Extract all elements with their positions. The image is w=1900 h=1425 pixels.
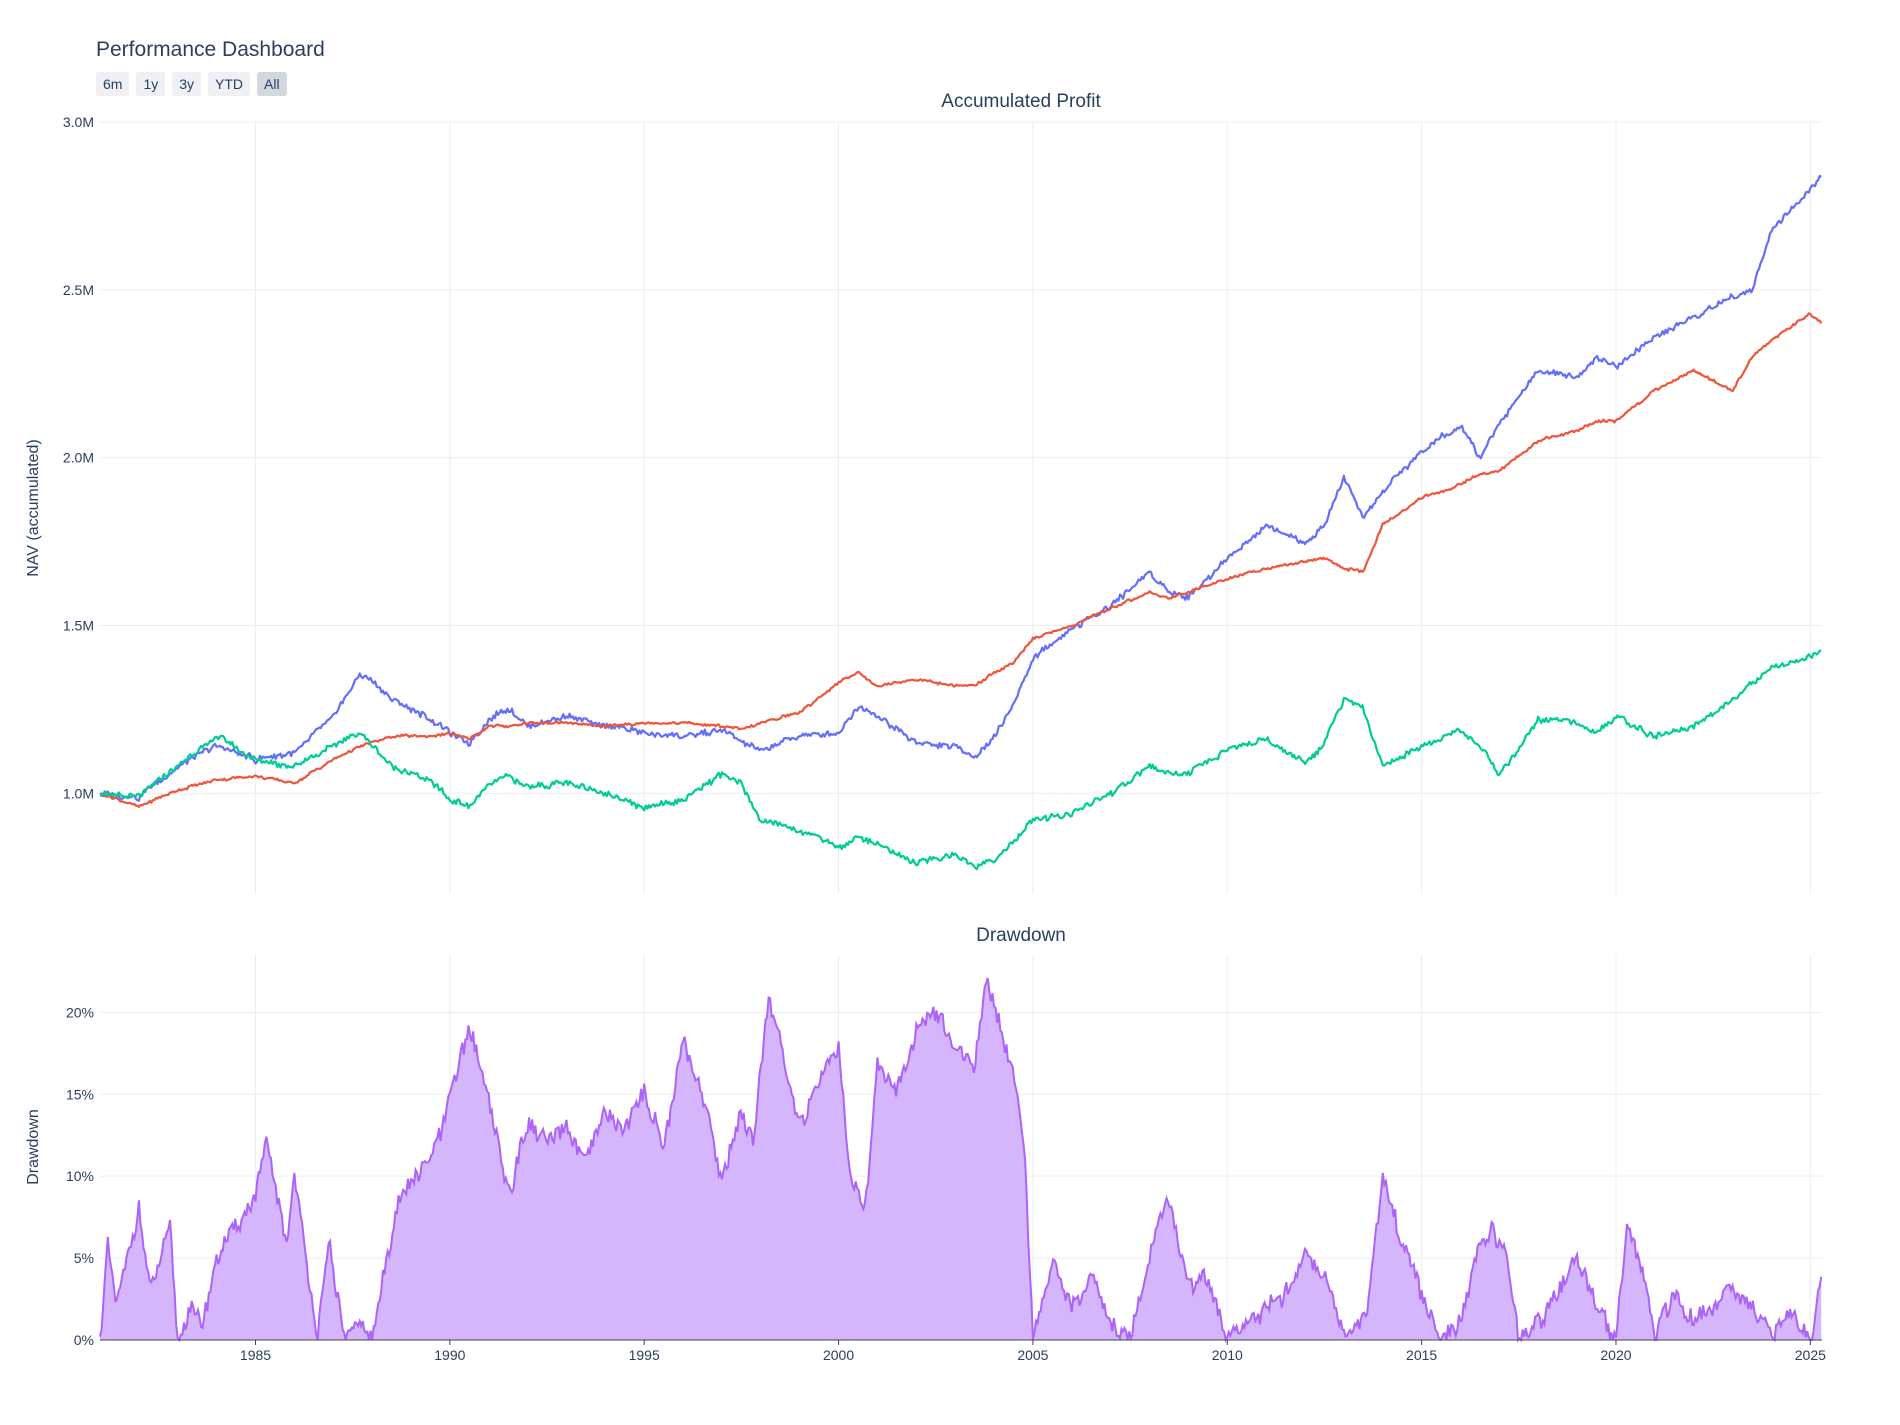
y-tick-label: 0% xyxy=(74,1332,94,1348)
y-tick-label: 2.5M xyxy=(63,282,94,298)
y-tick-label: 2.0M xyxy=(63,450,94,466)
x-tick-label: 2020 xyxy=(1600,1347,1631,1363)
chart-title: Accumulated Profit xyxy=(941,91,1101,112)
range-button-ytd[interactable]: YTD xyxy=(208,72,251,96)
y-tick-label: 10% xyxy=(66,1168,94,1184)
y-axis-label: NAV (accumulated) xyxy=(25,439,42,577)
series-line-2 xyxy=(99,649,1822,871)
range-button-all[interactable]: All xyxy=(257,72,287,96)
y-tick-label: 1.5M xyxy=(63,617,94,633)
range-button-6m[interactable]: 6m xyxy=(96,72,130,96)
y-tick-label: 15% xyxy=(66,1086,94,1102)
chart-title: Drawdown xyxy=(976,925,1066,946)
x-tick-label: 2010 xyxy=(1212,1347,1243,1363)
x-tick-label: 1990 xyxy=(434,1347,465,1363)
y-axis-label: Drawdown xyxy=(25,1109,42,1185)
range-selector: 6m 1y 3y YTD All xyxy=(96,72,287,96)
y-tick-label: 20% xyxy=(66,1004,94,1020)
y-tick-label: 5% xyxy=(74,1250,94,1266)
x-tick-label: 1995 xyxy=(629,1347,660,1363)
x-tick-label: 2015 xyxy=(1406,1347,1437,1363)
drawdown-area xyxy=(100,978,1822,1340)
y-tick-label: 3.0M xyxy=(63,114,94,130)
page-title: Performance Dashboard xyxy=(96,38,325,61)
series-line-0 xyxy=(99,174,1822,802)
x-tick-label: 2025 xyxy=(1795,1347,1826,1363)
x-tick-label: 2005 xyxy=(1017,1347,1048,1363)
range-button-3y[interactable]: 3y xyxy=(172,72,202,96)
chart-panel-0: 1.0M 1.5M 2.0M 2.5M 3.0M Accumulated Profit NA… xyxy=(25,91,1823,894)
chart-panel-1: 1985 1990 1995 2000 2005 2010 2015 2020 2025 0% 5%… xyxy=(25,925,1826,1363)
series-line-1 xyxy=(99,312,1823,808)
y-tick-label: 1.0M xyxy=(63,785,94,801)
x-tick-label: 2000 xyxy=(823,1347,854,1363)
range-button-1y[interactable]: 1y xyxy=(136,72,166,96)
drawdown-line xyxy=(99,977,1823,1344)
x-tick-label: 1985 xyxy=(240,1347,271,1363)
